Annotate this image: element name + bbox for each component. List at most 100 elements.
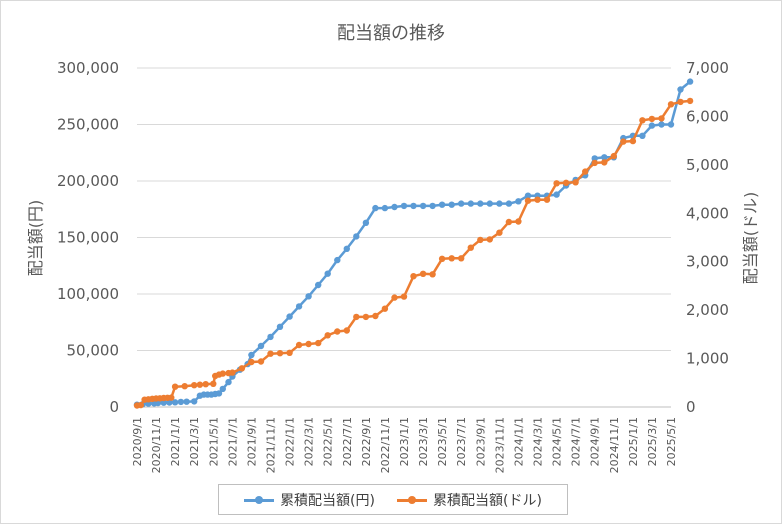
data-point-yen [324,270,331,277]
x-tick-label: 2021/1/1 [169,417,182,466]
data-point-yen [334,256,341,264]
data-point-dollar [191,382,198,389]
data-point-yen [225,378,232,386]
data-point-yen [381,204,389,212]
data-point-yen [315,281,322,289]
data-point-dollar [219,370,226,377]
data-point-yen [601,154,608,161]
series-line-dollar [136,99,691,407]
data-point-yen [515,198,522,205]
data-point-yen [286,313,293,320]
data-point-yen [171,399,179,406]
x-tick-label: 2024/1/1 [512,417,525,466]
legend-swatch-dollar [397,495,427,505]
series-line-yen [136,80,691,406]
data-point-dollar [267,350,274,357]
data-point-dollar [677,98,684,106]
data-point-yen [639,132,646,139]
data-point-yen [505,200,513,207]
data-point-dollar [686,97,694,105]
data-point-dollar [229,369,236,376]
x-tick-label: 2020/11/1 [150,417,163,473]
x-tick-label: 2024/11/1 [608,417,621,473]
data-point-dollar [410,273,417,280]
data-point-yen [658,121,665,128]
x-tick-label: 2023/1/1 [398,417,411,466]
y-tick-label: 50,000 [67,342,120,360]
x-tick-label: 2024/7/1 [570,417,583,466]
data-point-dollar [477,236,484,244]
data-point-yen [362,219,370,226]
data-point-yen [419,202,427,210]
data-point-yen [183,398,190,405]
data-point-dollar [562,179,570,186]
data-point-dollar [667,101,675,108]
data-point-dollar [137,401,144,409]
data-point-dollar [210,380,217,387]
y-tick-label: 0 [109,398,119,416]
x-tick-label: 2022/1/1 [284,417,297,466]
data-point-dollar [257,358,265,365]
chart-title: 配当額の推移 [337,23,445,44]
data-point-yen [305,293,312,300]
x-tick-label: 2023/5/1 [436,417,449,466]
data-point-dollar [553,180,560,187]
legend-label-yen: 累積配当額(円) [280,492,375,509]
x-tick-label: 2025/5/1 [665,417,678,466]
y-tick-label: 100,000 [57,285,119,303]
data-point-yen [677,86,684,93]
legend-item-dollar: 累積配当額(ドル) [397,490,542,510]
y2-tick-label: 3,000 [686,253,729,271]
data-point-dollar [295,341,303,349]
data-point-yen [267,333,274,341]
x-tick-label: 2021/3/1 [188,417,201,466]
data-point-dollar [181,383,188,390]
x-tick-label: 2022/5/1 [322,417,335,466]
y-axis-title-left: 配当額(円) [26,200,45,277]
data-point-dollar [248,358,255,366]
x-tick-label: 2022/7/1 [341,417,354,466]
data-point-dollar [438,255,446,262]
data-point-yen [353,233,360,240]
x-tick-label: 2020/9/1 [131,417,144,466]
x-tick-label: 2023/7/1 [455,417,468,466]
legend-swatch-yen [244,495,275,505]
data-point-yen [391,203,398,211]
data-point-dollar [381,305,389,312]
data-point-yen [276,323,284,330]
x-tick-label: 2024/5/1 [551,417,564,466]
data-point-dollar [171,383,179,390]
y2-tick-label: 4,000 [686,204,729,222]
data-point-dollar [515,218,522,225]
data-point-yen [448,201,455,208]
data-point-dollar [629,137,637,145]
data-point-yen [496,200,503,207]
data-point-yen [248,351,255,359]
data-point-dollar [238,365,246,372]
x-tick-label: 2025/3/1 [646,417,659,466]
data-point-dollar [582,168,589,175]
x-tick-label: 2022/9/1 [360,417,373,466]
data-point-dollar [458,255,465,262]
data-point-dollar [400,293,408,300]
data-point-dollar [572,179,579,186]
data-point-yen [686,78,694,85]
y2-tick-label: 5,000 [686,156,729,174]
data-point-yen [648,122,656,129]
y2-tick-label: 6,000 [686,107,729,125]
data-point-yen [343,245,350,252]
data-point-dollar [524,197,532,204]
data-point-dollar [391,294,398,301]
y2-tick-label: 0 [686,398,696,416]
data-point-dollar [315,339,322,347]
x-tick-label: 2022/11/1 [379,417,392,473]
x-tick-label: 2021/9/1 [245,417,258,466]
legend: 累積配当額(円) 累積配当額(ドル) [218,484,568,515]
y-tick-label: 150,000 [57,229,119,247]
x-tick-label: 2024/9/1 [589,417,602,466]
data-point-dollar [639,117,646,124]
data-point-dollar [372,312,379,320]
data-point-dollar [448,255,455,262]
